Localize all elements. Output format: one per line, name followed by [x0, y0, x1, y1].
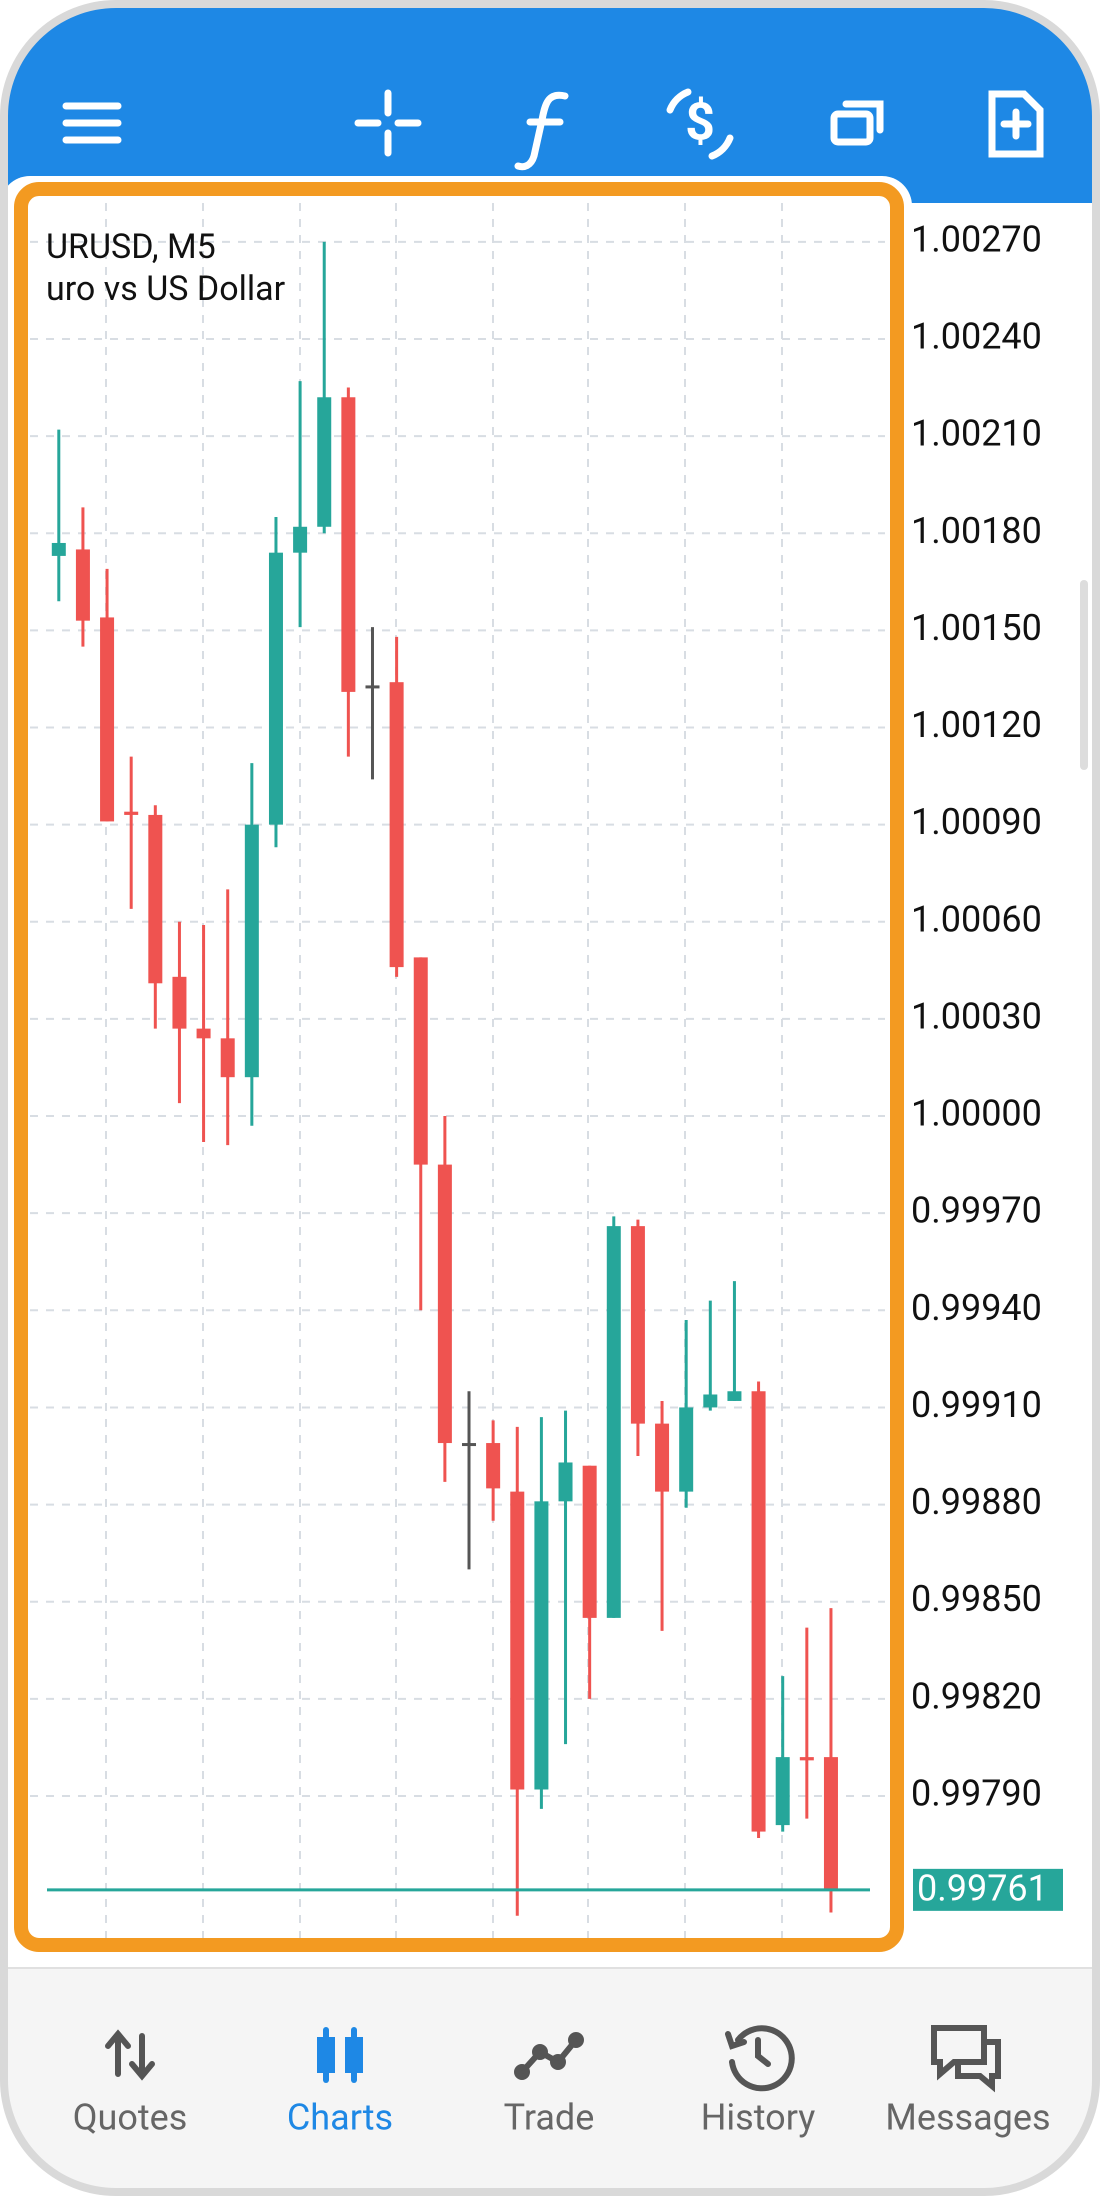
- candles: [51, 241, 838, 1916]
- candle-body: [486, 1443, 501, 1489]
- symbol-subtitle: uro vs US Dollar: [46, 269, 286, 309]
- y-tick-label: 0.99850: [911, 1578, 1042, 1620]
- nav-label[interactable]: Trade: [504, 2097, 595, 2139]
- candle-body: [100, 617, 115, 822]
- trade-button[interactable]: $: [666, 88, 734, 160]
- candle-body: [124, 811, 139, 815]
- svg-text:$: $: [685, 92, 715, 153]
- nav-label[interactable]: History: [701, 2097, 816, 2139]
- toolbar-icons: $: [62, 88, 1044, 171]
- candle-body: [703, 1394, 718, 1408]
- candle-body: [558, 1462, 573, 1502]
- candle-body: [365, 685, 380, 689]
- y-tick-label: 0.99910: [911, 1384, 1042, 1426]
- y-tick-label: 0.99970: [911, 1190, 1042, 1232]
- current-price-label: 0.99761: [917, 1867, 1048, 1909]
- y-tick-label: 1.00150: [911, 607, 1042, 649]
- current-price-box: [913, 1868, 1063, 1911]
- y-tick-label: 0.99880: [911, 1481, 1042, 1523]
- candle-body: [268, 552, 283, 825]
- candle-body: [510, 1491, 525, 1790]
- candle-body: [823, 1757, 838, 1890]
- symbol-title: URUSD, M5: [46, 227, 216, 267]
- y-tick-label: 1.00000: [911, 1093, 1042, 1135]
- candle-body: [606, 1226, 621, 1618]
- candle-body: [172, 976, 187, 1029]
- chart-area: [6, 203, 1094, 1968]
- new-order-button[interactable]: [988, 90, 1044, 158]
- bottom-nav: [6, 1968, 1094, 2190]
- y-tick-label: 1.00030: [911, 995, 1042, 1037]
- highlight-box: [14, 182, 904, 1952]
- candle-body: [437, 1164, 452, 1444]
- price-axis: 1.00270 1.00240 1.00210 1.00180 1.00150 1.001…: [47, 218, 1063, 1911]
- candle-body: [727, 1391, 742, 1401]
- candle-body: [679, 1407, 694, 1492]
- candle-body: [341, 397, 356, 692]
- y-tick-label: 1.00240: [911, 316, 1042, 358]
- candle-body: [462, 1443, 477, 1447]
- scrollbar: [1080, 580, 1088, 770]
- crosshair-button[interactable]: [354, 89, 422, 157]
- candle-body: [317, 397, 332, 527]
- y-tick-label: 1.00090: [911, 801, 1042, 843]
- nav-label[interactable]: Charts: [287, 2097, 393, 2139]
- y-tick-label: 1.00270: [911, 218, 1042, 260]
- candle-body: [534, 1501, 549, 1790]
- y-tick-label: 1.00060: [911, 898, 1042, 940]
- candle-body: [220, 1038, 235, 1078]
- candle-body: [630, 1226, 645, 1424]
- y-tick-label: 1.00120: [911, 704, 1042, 746]
- candle-body: [148, 814, 163, 984]
- candle-body: [775, 1757, 790, 1826]
- candle-body: [196, 1028, 211, 1039]
- candle-body: [51, 542, 66, 556]
- y-tick-label: 1.00180: [911, 510, 1042, 552]
- y-tick-label: 0.99940: [911, 1287, 1042, 1329]
- windows-button[interactable]: [830, 100, 884, 146]
- nav-label[interactable]: Messages: [885, 2097, 1050, 2139]
- candle-body: [389, 682, 404, 968]
- candle-body: [413, 957, 428, 1165]
- nav-labels: Quotes Charts Trade History Messages: [73, 2097, 1051, 2139]
- indicators-button[interactable]: [514, 91, 569, 171]
- nav-icons: [105, 2025, 1001, 2093]
- menu-button[interactable]: [62, 102, 122, 144]
- y-tick-label: 0.99790: [911, 1772, 1042, 1814]
- y-tick-label: 0.99820: [911, 1675, 1042, 1717]
- candle-body: [751, 1391, 766, 1832]
- candle-body: [655, 1423, 670, 1492]
- candle-body: [582, 1465, 597, 1618]
- nav-label[interactable]: Quotes: [73, 2097, 188, 2139]
- candle-body: [244, 824, 259, 1078]
- candle-body: [75, 549, 90, 621]
- y-tick-label: 1.00210: [911, 413, 1042, 455]
- candle-body: [293, 526, 308, 553]
- candle-body: [799, 1757, 814, 1761]
